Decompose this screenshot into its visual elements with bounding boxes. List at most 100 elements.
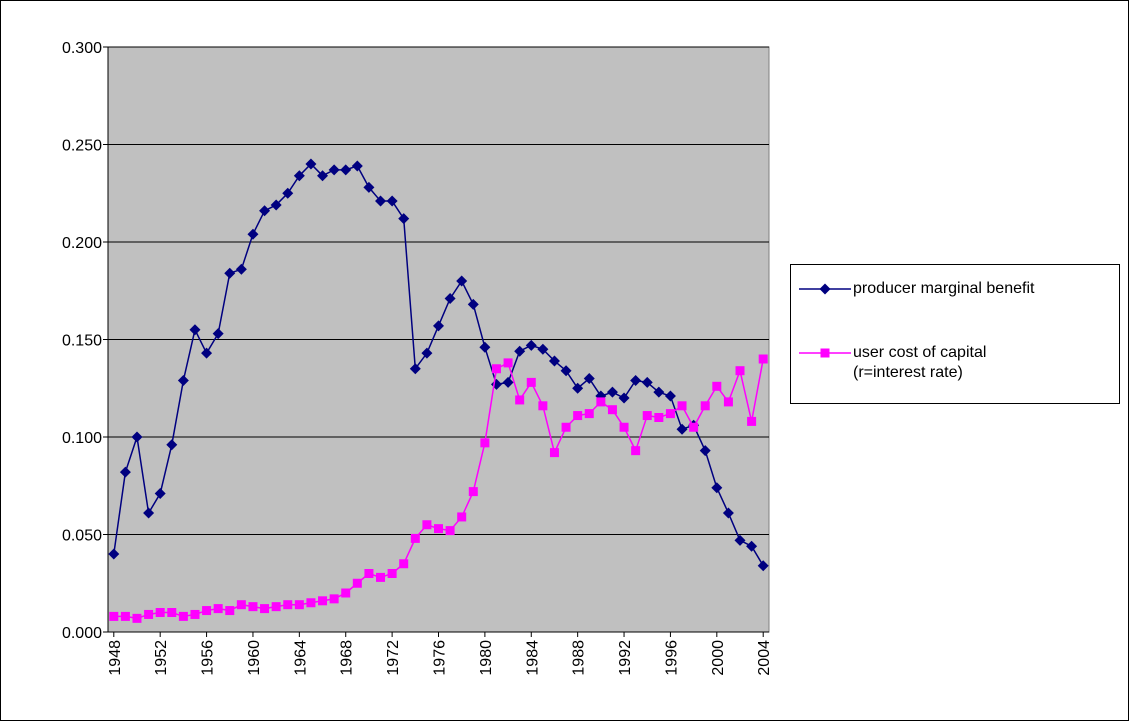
x-tick-label: 1976 — [432, 640, 449, 676]
data-point — [757, 560, 769, 572]
data-point — [758, 354, 768, 364]
data-point — [247, 228, 259, 240]
data-point — [178, 611, 188, 621]
legend-item: producer marginal benefit — [799, 279, 1123, 299]
x-tick-label: 2000 — [710, 640, 727, 676]
data-point — [108, 548, 120, 560]
data-point — [282, 187, 294, 199]
data-point — [548, 355, 560, 367]
data-point — [735, 366, 745, 376]
data-point — [421, 347, 433, 359]
data-point — [654, 413, 664, 422]
data-point — [677, 401, 687, 411]
data-point — [653, 386, 665, 398]
data-point — [503, 358, 513, 368]
data-point — [700, 401, 710, 411]
data-point — [525, 339, 537, 351]
data-point — [318, 596, 328, 606]
data-point — [212, 328, 224, 340]
x-tick-label: 1996 — [663, 640, 680, 676]
data-point — [410, 533, 420, 543]
data-point — [664, 390, 676, 402]
y-tick-label: 0.100 — [62, 430, 102, 447]
data-point — [398, 213, 410, 225]
data-point — [689, 422, 699, 432]
data-point — [665, 409, 675, 419]
data-point — [584, 409, 594, 419]
data-point — [480, 438, 490, 448]
y-tick-label: 0.000 — [62, 625, 102, 642]
data-point — [201, 347, 213, 359]
x-tick-label: 1980 — [478, 640, 495, 676]
data-point — [283, 600, 293, 610]
data-point — [676, 423, 688, 435]
data-point — [352, 578, 362, 588]
legend-marker — [820, 348, 830, 358]
data-point — [560, 365, 572, 377]
data-point — [387, 569, 397, 578]
data-point — [445, 526, 455, 536]
x-tick-label: 1956 — [200, 640, 217, 676]
x-tick-label: 1992 — [617, 640, 634, 676]
data-point — [491, 364, 501, 374]
legend-label: user cost of capital (r=interest rate) — [853, 344, 987, 381]
data-point — [526, 377, 536, 387]
x-tick-label: 1984 — [524, 640, 541, 676]
data-point — [190, 609, 200, 619]
x-tick-label: 1988 — [571, 640, 588, 676]
data-point — [619, 422, 629, 432]
data-point — [515, 395, 525, 405]
data-point — [306, 598, 316, 608]
x-tick-label: 1960 — [246, 640, 263, 676]
data-point — [259, 205, 271, 217]
data-point — [573, 411, 583, 421]
data-point — [293, 170, 305, 182]
data-point — [399, 559, 409, 569]
data-point — [457, 512, 467, 522]
data-point — [131, 431, 143, 443]
data-point — [328, 164, 340, 176]
x-tick-label: 1952 — [153, 640, 170, 676]
data-point — [538, 401, 548, 411]
data-point — [213, 604, 223, 614]
data-point — [583, 373, 595, 384]
data-point — [143, 507, 155, 519]
data-point — [434, 524, 443, 534]
data-point — [329, 594, 339, 604]
data-point — [514, 345, 526, 357]
data-point — [561, 422, 571, 432]
data-point — [596, 397, 606, 407]
legend-label: producer marginal benefit — [853, 280, 1035, 297]
data-point — [537, 343, 549, 355]
data-point — [119, 466, 131, 478]
data-point — [271, 602, 281, 612]
data-point — [641, 376, 653, 388]
data-point — [712, 381, 722, 391]
data-point — [248, 602, 258, 612]
y-tick-label: 0.300 — [62, 40, 102, 57]
data-point — [260, 604, 270, 614]
y-tick-label: 0.250 — [62, 138, 102, 155]
y-tick-label: 0.150 — [62, 333, 102, 350]
data-point — [444, 293, 456, 305]
data-point — [270, 199, 282, 211]
data-point — [734, 534, 746, 546]
data-point — [224, 267, 236, 279]
data-point — [642, 411, 652, 421]
data-point — [120, 611, 130, 621]
data-point — [618, 392, 630, 404]
data-point — [235, 263, 247, 275]
data-point — [109, 611, 119, 621]
data-point — [723, 397, 733, 407]
x-tick-label: 1968 — [339, 640, 356, 676]
data-point — [409, 363, 421, 375]
x-tick-label: 1948 — [107, 640, 124, 676]
data-point — [144, 609, 154, 619]
data-point — [607, 405, 617, 415]
data-point — [340, 164, 352, 176]
data-point — [294, 600, 304, 610]
legend-key — [799, 348, 851, 358]
data-point — [711, 482, 723, 494]
data-point — [722, 507, 734, 519]
